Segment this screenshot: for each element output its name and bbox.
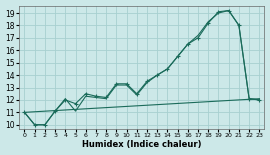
X-axis label: Humidex (Indice chaleur): Humidex (Indice chaleur): [82, 140, 202, 149]
